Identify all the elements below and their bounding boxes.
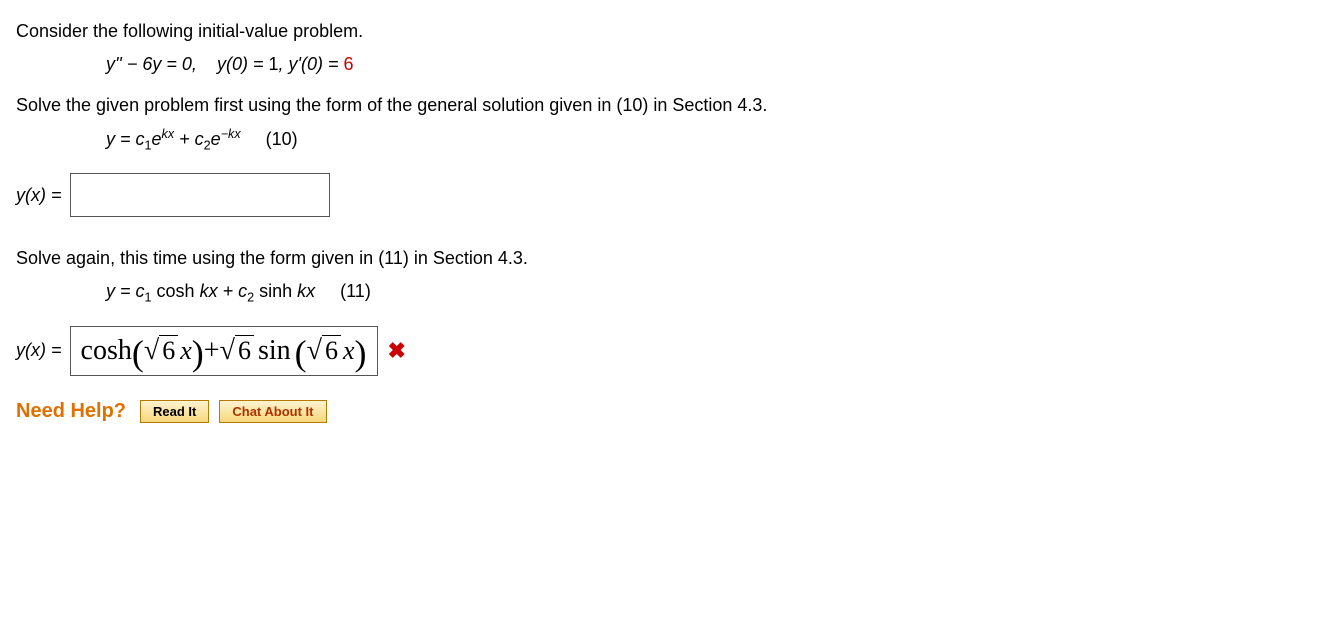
answer2-cosh: cosh bbox=[81, 335, 132, 367]
part2-text: Solve again, this time using the form gi… bbox=[16, 245, 1320, 272]
ode-line: y'' − 6y = 0, y(0) = 1, y'(0) = 6 bbox=[16, 51, 1320, 78]
answer2-sin: sin bbox=[254, 335, 295, 367]
answer2-x1: x bbox=[178, 336, 192, 366]
sqrt-sign-2: √ bbox=[220, 335, 235, 367]
answer2-row: y(x) = cosh ( √ 6 x ) + √ 6 sin ( √ 6 x … bbox=[16, 326, 1320, 376]
form10-exp2: −kx bbox=[221, 127, 241, 141]
help-row: Need Help? Read It Chat About It bbox=[16, 400, 1320, 423]
form10-e1: e bbox=[152, 129, 162, 149]
chat-about-it-button[interactable]: Chat About It bbox=[219, 400, 326, 423]
form10-c2-sub: 2 bbox=[204, 139, 211, 153]
answer2-plus: + bbox=[204, 335, 220, 367]
form10-plus: + c bbox=[174, 129, 204, 149]
form10-line: y = c1ekx + c2e−kx (10) bbox=[16, 125, 1320, 155]
eqnum-10: (10) bbox=[246, 129, 298, 149]
answer1-input[interactable] bbox=[70, 173, 330, 217]
form11-c1-sub: 1 bbox=[145, 291, 152, 305]
problem-intro: Consider the following initial-value pro… bbox=[16, 18, 1320, 45]
answer2-x2: x bbox=[341, 336, 355, 366]
form11-math: y = c1 cosh kx + c2 sinh kx bbox=[106, 281, 320, 301]
part1-text-content: Solve the given problem first using the … bbox=[16, 95, 767, 115]
answer2-input[interactable]: cosh ( √ 6 x ) + √ 6 sin ( √ 6 x ) bbox=[70, 326, 378, 376]
ic1-label: y(0) = bbox=[217, 54, 269, 74]
sqrt-1: √ 6 bbox=[144, 335, 178, 367]
answer2-label: y(x) = bbox=[16, 340, 62, 361]
answer2-content: cosh ( √ 6 x ) + √ 6 sin ( √ 6 x ) bbox=[81, 335, 367, 367]
ode-equation: y'' − 6y = 0, bbox=[106, 54, 197, 74]
form10-math: y = c1ekx + c2e−kx bbox=[106, 129, 246, 149]
eqnum-11: (11) bbox=[320, 281, 371, 301]
sqrt-body-1: 6 bbox=[159, 335, 178, 366]
form11-line: y = c1 cosh kx + c2 sinh kx (11) bbox=[16, 278, 1320, 307]
sqrt-body-2: 6 bbox=[235, 335, 254, 366]
part1-text: Solve the given problem first using the … bbox=[16, 92, 1320, 119]
ic1-value: 1 bbox=[269, 54, 279, 74]
form11-kx1: kx bbox=[200, 281, 218, 301]
form11-cosh: cosh bbox=[152, 281, 200, 301]
sqrt-3: √ 6 bbox=[307, 335, 341, 367]
help-label: Need Help? bbox=[16, 400, 126, 423]
ic2-value: 6 bbox=[343, 54, 353, 74]
form10-c1-sub: 1 bbox=[145, 139, 152, 153]
sqrt-sign-3: √ bbox=[307, 335, 322, 367]
part2-text-content: Solve again, this time using the form gi… bbox=[16, 248, 528, 268]
intro-text: Consider the following initial-value pro… bbox=[16, 21, 363, 41]
form10-y-eq-c: y = c bbox=[106, 129, 145, 149]
wrong-icon: ✖ bbox=[388, 338, 406, 364]
answer1-label: y(x) = bbox=[16, 185, 62, 206]
answer1-row: y(x) = bbox=[16, 173, 1320, 217]
form11-y-eq-c: y = c bbox=[106, 281, 145, 301]
form11-kx2: kx bbox=[297, 281, 315, 301]
read-it-button[interactable]: Read It bbox=[140, 400, 209, 423]
form11-sinh: sinh bbox=[254, 281, 297, 301]
sqrt-sign-1: √ bbox=[144, 335, 159, 367]
form10-exp1: kx bbox=[162, 127, 175, 141]
ode-lhs: y'' − 6y = 0, y(0) = 1, y'(0) = 6 bbox=[106, 54, 353, 74]
ic2-label: , y'(0) = bbox=[279, 54, 344, 74]
sqrt-body-3: 6 bbox=[322, 335, 341, 366]
sqrt-2: √ 6 bbox=[220, 335, 254, 367]
form10-e2: e bbox=[211, 129, 221, 149]
form11-plus: + c bbox=[218, 281, 248, 301]
